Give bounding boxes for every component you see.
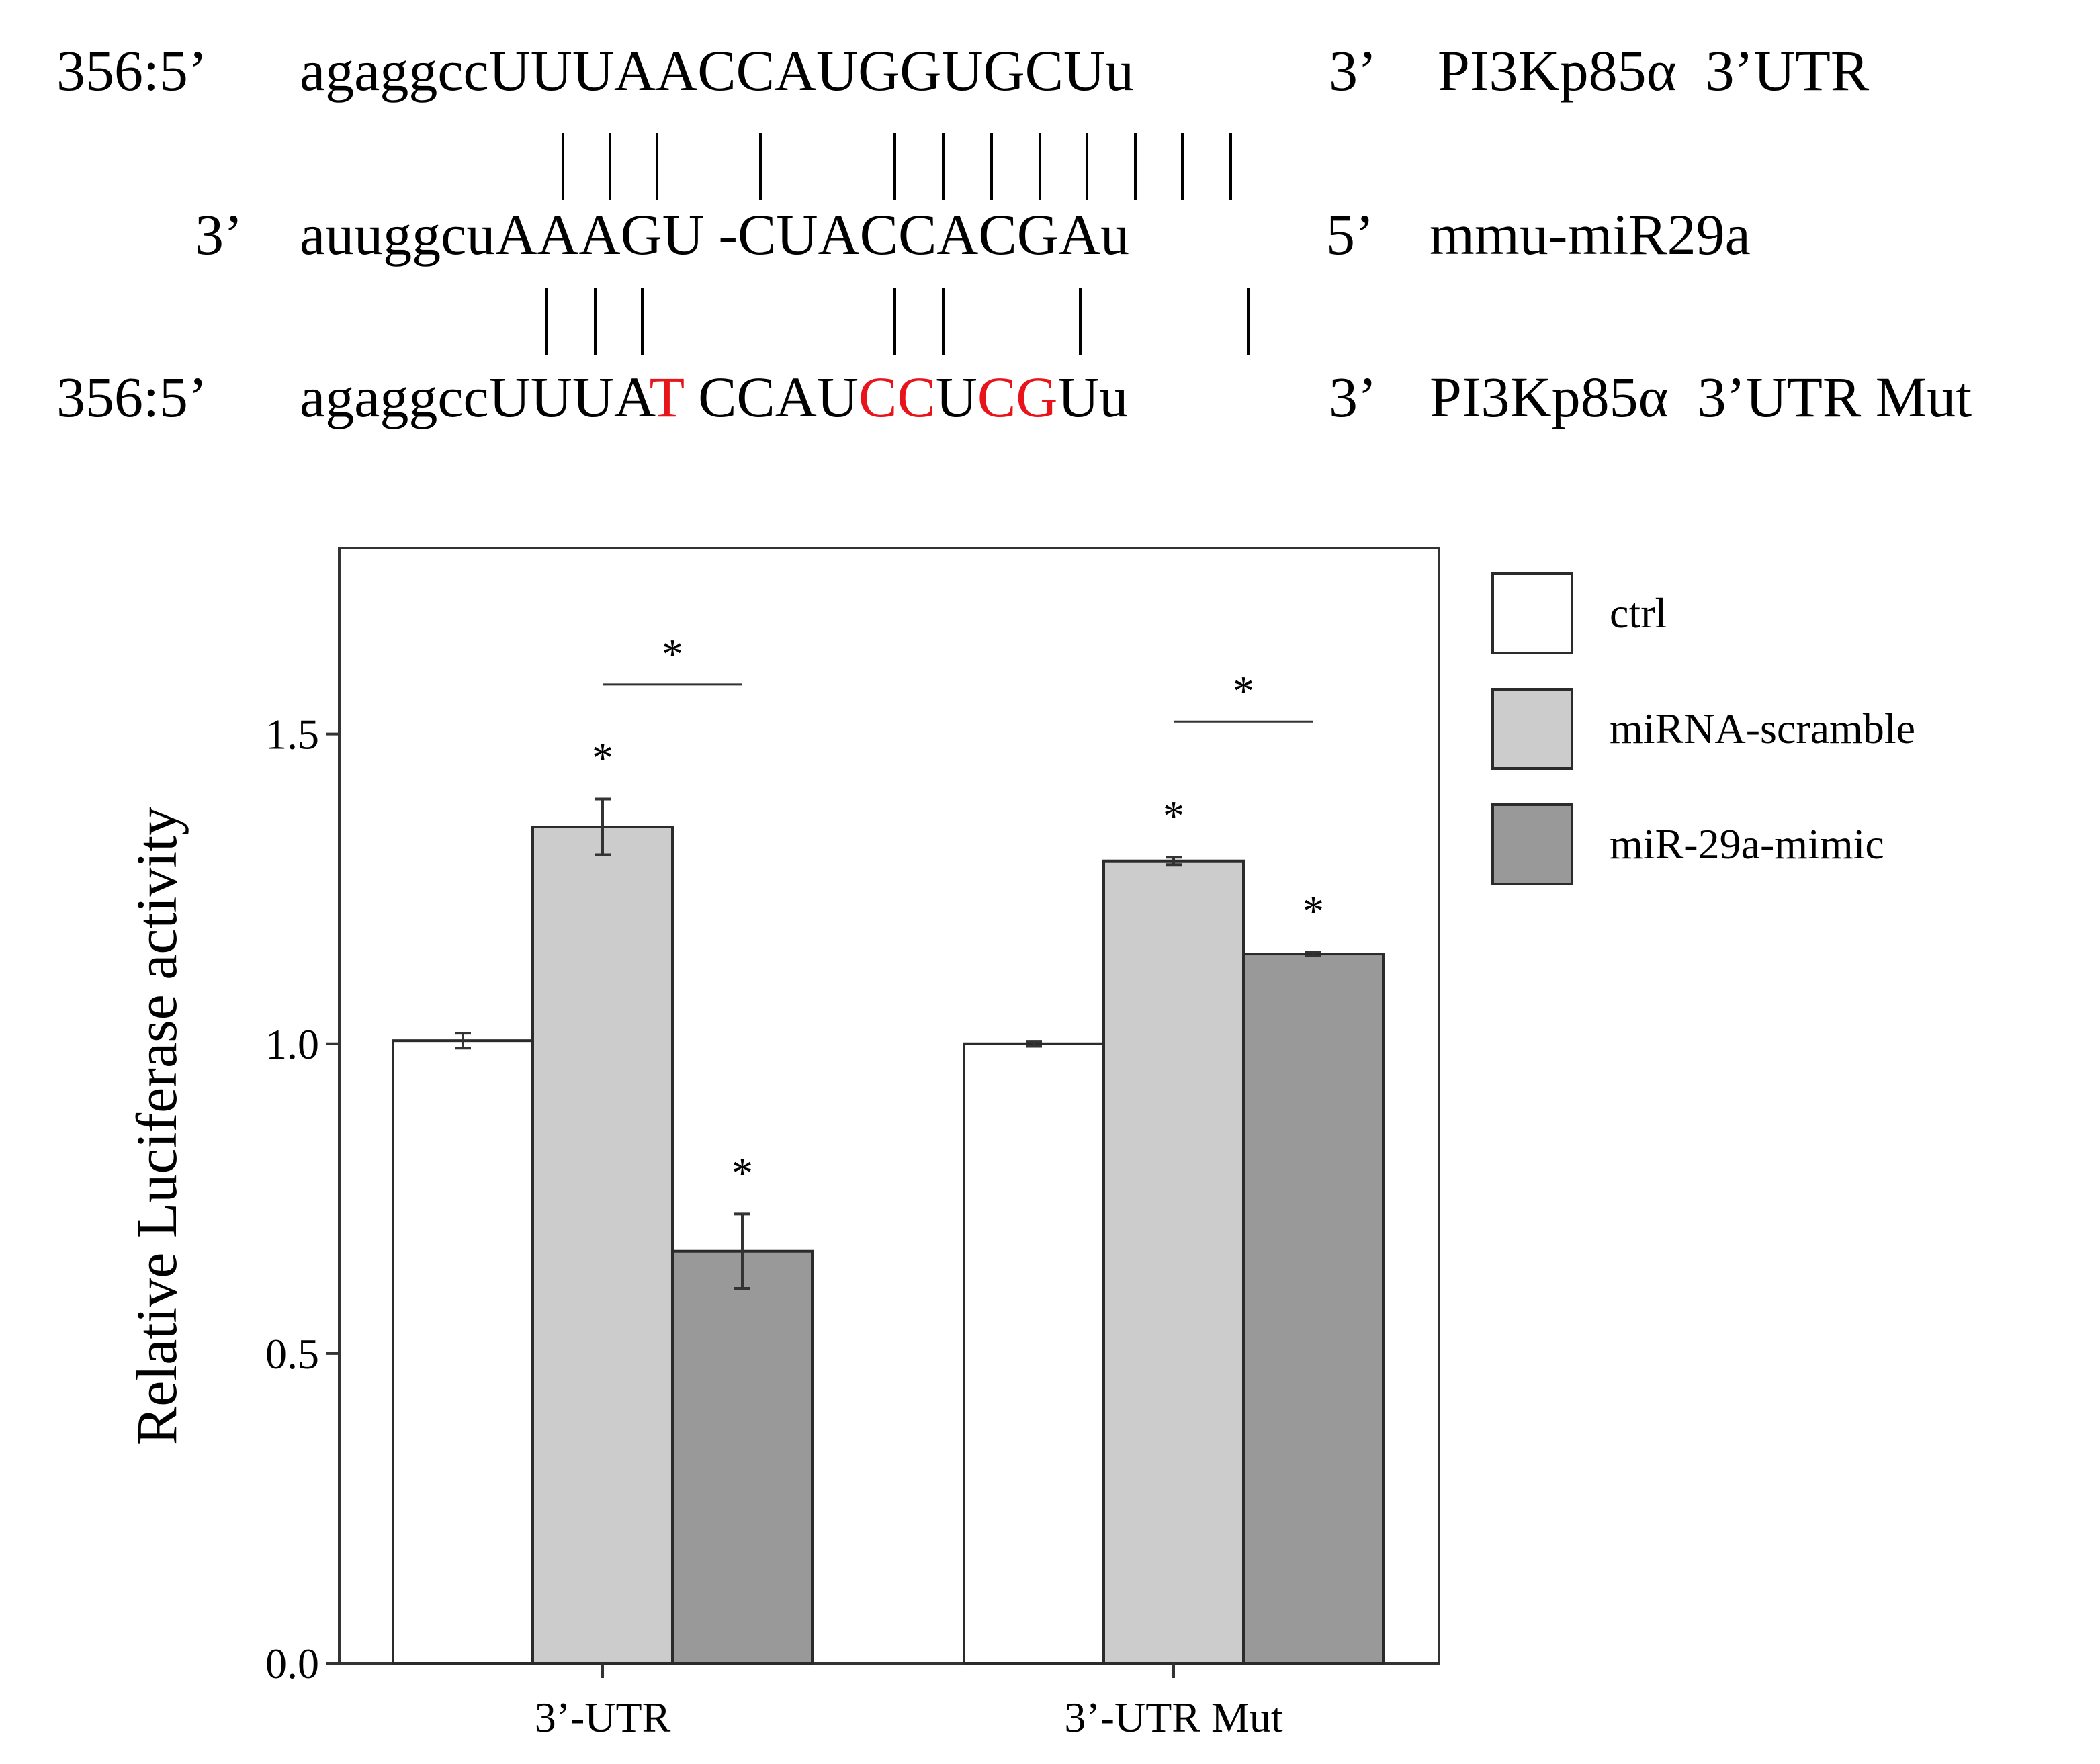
mut-sequence: agaggccUUUAT CCAUCCUCGUu [300,368,1128,426]
mutated-bases-3: CC [859,365,936,429]
significance-star: * [1163,792,1184,840]
legend-label: miR-29a-mimic [1610,820,1884,868]
x-tick-label: 3’-UTR [535,1693,671,1741]
y-tick-label: 0.5 [265,1330,319,1378]
bar [671,1249,814,1665]
utr-name: PI3Kp85α 3’UTR [1438,38,1870,103]
base-pair-line [1181,133,1184,200]
mut-name: PI3Kp85α 3’UTR Mut [1430,365,1972,429]
legend-swatch [1491,803,1573,885]
bar [531,826,674,1665]
base-pair-line [990,133,993,200]
base-pair-line [942,288,945,355]
base-pair-line [1229,133,1232,200]
significance-star: * [732,1149,753,1196]
bar [392,1039,534,1665]
base-pair-line [1247,288,1250,355]
base-pair-line [893,288,896,355]
bar [1102,859,1245,1665]
bar [963,1042,1105,1665]
mirna-end: 5’ [1326,202,1374,267]
mutated-bases-5: CG [977,365,1058,429]
sequence-segment-0: agaggccUUUAACCAUGGUGCUu [300,38,1135,103]
legend-swatch [1491,688,1573,770]
utr-end: 3’ [1329,38,1377,103]
legend-label: ctrl [1610,589,1667,637]
base-pair-line [641,288,644,355]
mut-sequence-line: 356:5’ agaggccUUUAT CCAUCCUCGUu 3’ PI3Kp… [0,368,2100,715]
x-tick-label: 3’-UTR Mut [1064,1693,1283,1741]
y-tick-label: 1.5 [265,711,319,758]
significance-star: * [592,734,613,782]
utr-prefix: 356:5’ [56,38,208,103]
utr-sequence: agaggccUUUAACCAUGGUGCUu [300,42,1134,99]
significance-star: * [1303,887,1324,934]
mirna-sequence-line: 3’ auuggcuAAAGU -CUACCACGAu 5’ mmu-miR29… [0,206,2100,552]
base-pair-line [545,288,548,355]
chart-svg: 0.0 0.5 1.0 1.5 Relative Luciferase activity… [124,547,1915,1741]
y-tick-label: 1.0 [265,1020,319,1068]
mut-end: 3’ [1329,365,1377,429]
mirna-prefix: 3’ [195,202,243,267]
sequence-segment-0: agaggccUUUA [300,365,650,429]
base-pair-line [1086,133,1088,200]
sequence-segment-2: CCAU [683,365,859,429]
base-pair-line [1079,288,1082,355]
sequence-segment-4: U [935,365,977,429]
base-pair-line [893,133,896,200]
y-tick-label: 0.0 [265,1640,319,1687]
base-pair-line [562,133,564,200]
base-pair-line [656,133,658,200]
base-pair-line [594,288,597,355]
mutated-bases-1: T [649,365,684,429]
base-pair-line [942,133,945,200]
sequence-segment-6: Uu [1057,365,1129,429]
y-axis-label: Relative Luciferase activity [124,807,189,1445]
comparison-star: * [662,630,683,678]
base-pair-line [1134,133,1137,200]
mut-prefix: 356:5’ [56,365,208,429]
base-pairing-bottom [0,288,2100,361]
comparison-star: * [1233,667,1254,715]
luciferase-bar-chart: 0.0 0.5 1.0 1.5 Relative Luciferase activity… [0,470,2100,1761]
bar [1242,953,1385,1665]
sequence-alignment: 356:5’ agaggccUUUAACCAUGGUGCUu 3’ PI3Kp8… [0,0,2100,470]
mirna-sequence: auuggcuAAAGU -CUACCACGAu [300,206,1129,263]
base-pairing-top [0,133,2100,207]
base-pair-line [759,133,762,200]
plot-frame [338,547,1440,1665]
legend-swatch [1491,572,1573,654]
base-pair-line [609,133,611,200]
base-pair-line [1039,133,1041,200]
utr-sequence-line: 356:5’ agaggccUUUAACCAUGGUGCUu 3’ PI3Kp8… [0,42,2100,388]
mirna-name: mmu-miR29a [1430,202,1751,267]
sequence-segment-0: auuggcuAAAGU -CUACCACGAu [300,202,1129,267]
legend-label: miRNA-scramble [1610,705,1915,752]
